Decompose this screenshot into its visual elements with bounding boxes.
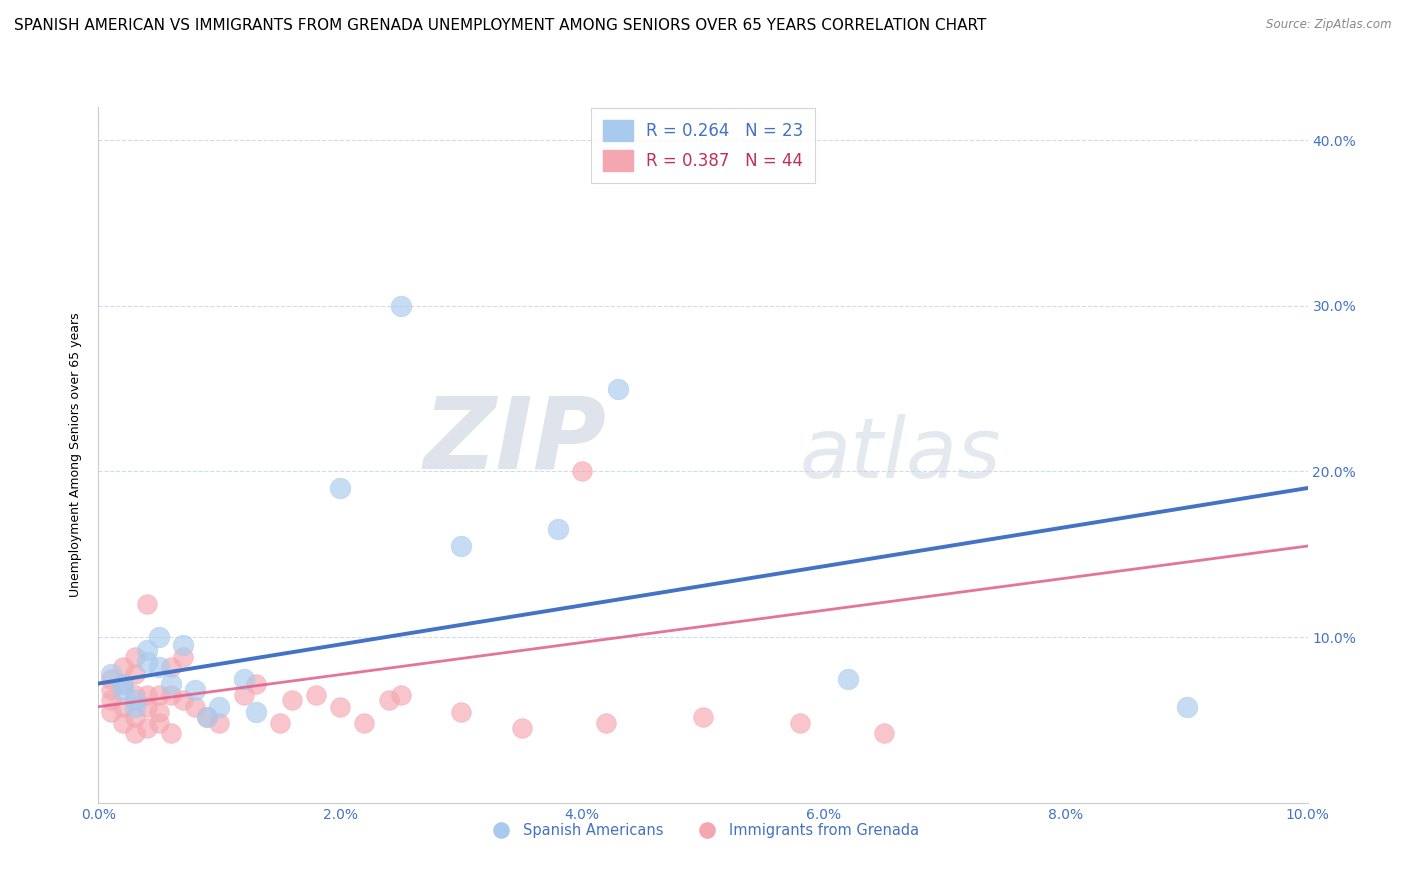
Point	[172, 693, 194, 707]
Point	[305, 688, 328, 702]
Point	[184, 683, 207, 698]
Point	[124, 726, 146, 740]
Point	[135, 597, 157, 611]
Point	[789, 716, 811, 731]
Point	[607, 382, 630, 396]
Point	[595, 716, 617, 731]
Point	[208, 716, 231, 731]
Point	[135, 721, 157, 735]
Point	[124, 688, 146, 702]
Point	[232, 688, 254, 702]
Point	[124, 693, 146, 707]
Y-axis label: Unemployment Among Seniors over 65 years: Unemployment Among Seniors over 65 years	[69, 312, 83, 598]
Point	[148, 688, 170, 702]
Point	[873, 726, 896, 740]
Point	[510, 721, 533, 735]
Text: ZIP: ZIP	[423, 392, 606, 490]
Point	[245, 705, 267, 719]
Point	[160, 660, 183, 674]
Point	[124, 666, 146, 681]
Point	[195, 709, 218, 723]
Point	[1175, 699, 1198, 714]
Point	[148, 716, 170, 731]
Point	[124, 709, 146, 723]
Point	[450, 705, 472, 719]
Point	[837, 672, 859, 686]
Text: Source: ZipAtlas.com: Source: ZipAtlas.com	[1267, 18, 1392, 31]
Text: SPANISH AMERICAN VS IMMIGRANTS FROM GRENADA UNEMPLOYMENT AMONG SENIORS OVER 65 Y: SPANISH AMERICAN VS IMMIGRANTS FROM GREN…	[14, 18, 987, 33]
Point	[148, 705, 170, 719]
Point	[208, 699, 231, 714]
Point	[160, 676, 183, 690]
Point	[172, 650, 194, 665]
Point	[100, 672, 122, 686]
Point	[377, 693, 399, 707]
Point	[450, 539, 472, 553]
Point	[195, 709, 218, 723]
Point	[135, 655, 157, 669]
Point	[389, 688, 412, 702]
Point	[100, 693, 122, 707]
Text: atlas: atlas	[800, 415, 1001, 495]
Point	[148, 630, 170, 644]
Point	[184, 699, 207, 714]
Point	[329, 699, 352, 714]
Point	[111, 716, 134, 731]
Point	[172, 639, 194, 653]
Point	[135, 688, 157, 702]
Point	[547, 523, 569, 537]
Point	[329, 481, 352, 495]
Point	[100, 666, 122, 681]
Point	[245, 676, 267, 690]
Point	[100, 683, 122, 698]
Point	[111, 676, 134, 690]
Point	[692, 709, 714, 723]
Point	[571, 465, 593, 479]
Point	[281, 693, 304, 707]
Point	[389, 299, 412, 313]
Point	[148, 660, 170, 674]
Point	[135, 643, 157, 657]
Point	[100, 705, 122, 719]
Point	[160, 726, 183, 740]
Point	[124, 699, 146, 714]
Point	[111, 676, 134, 690]
Point	[160, 688, 183, 702]
Point	[111, 699, 134, 714]
Point	[111, 683, 134, 698]
Point	[232, 672, 254, 686]
Point	[124, 650, 146, 665]
Point	[111, 660, 134, 674]
Point	[353, 716, 375, 731]
Legend: Spanish Americans, Immigrants from Grenada: Spanish Americans, Immigrants from Grena…	[481, 818, 925, 844]
Point	[269, 716, 291, 731]
Point	[135, 699, 157, 714]
